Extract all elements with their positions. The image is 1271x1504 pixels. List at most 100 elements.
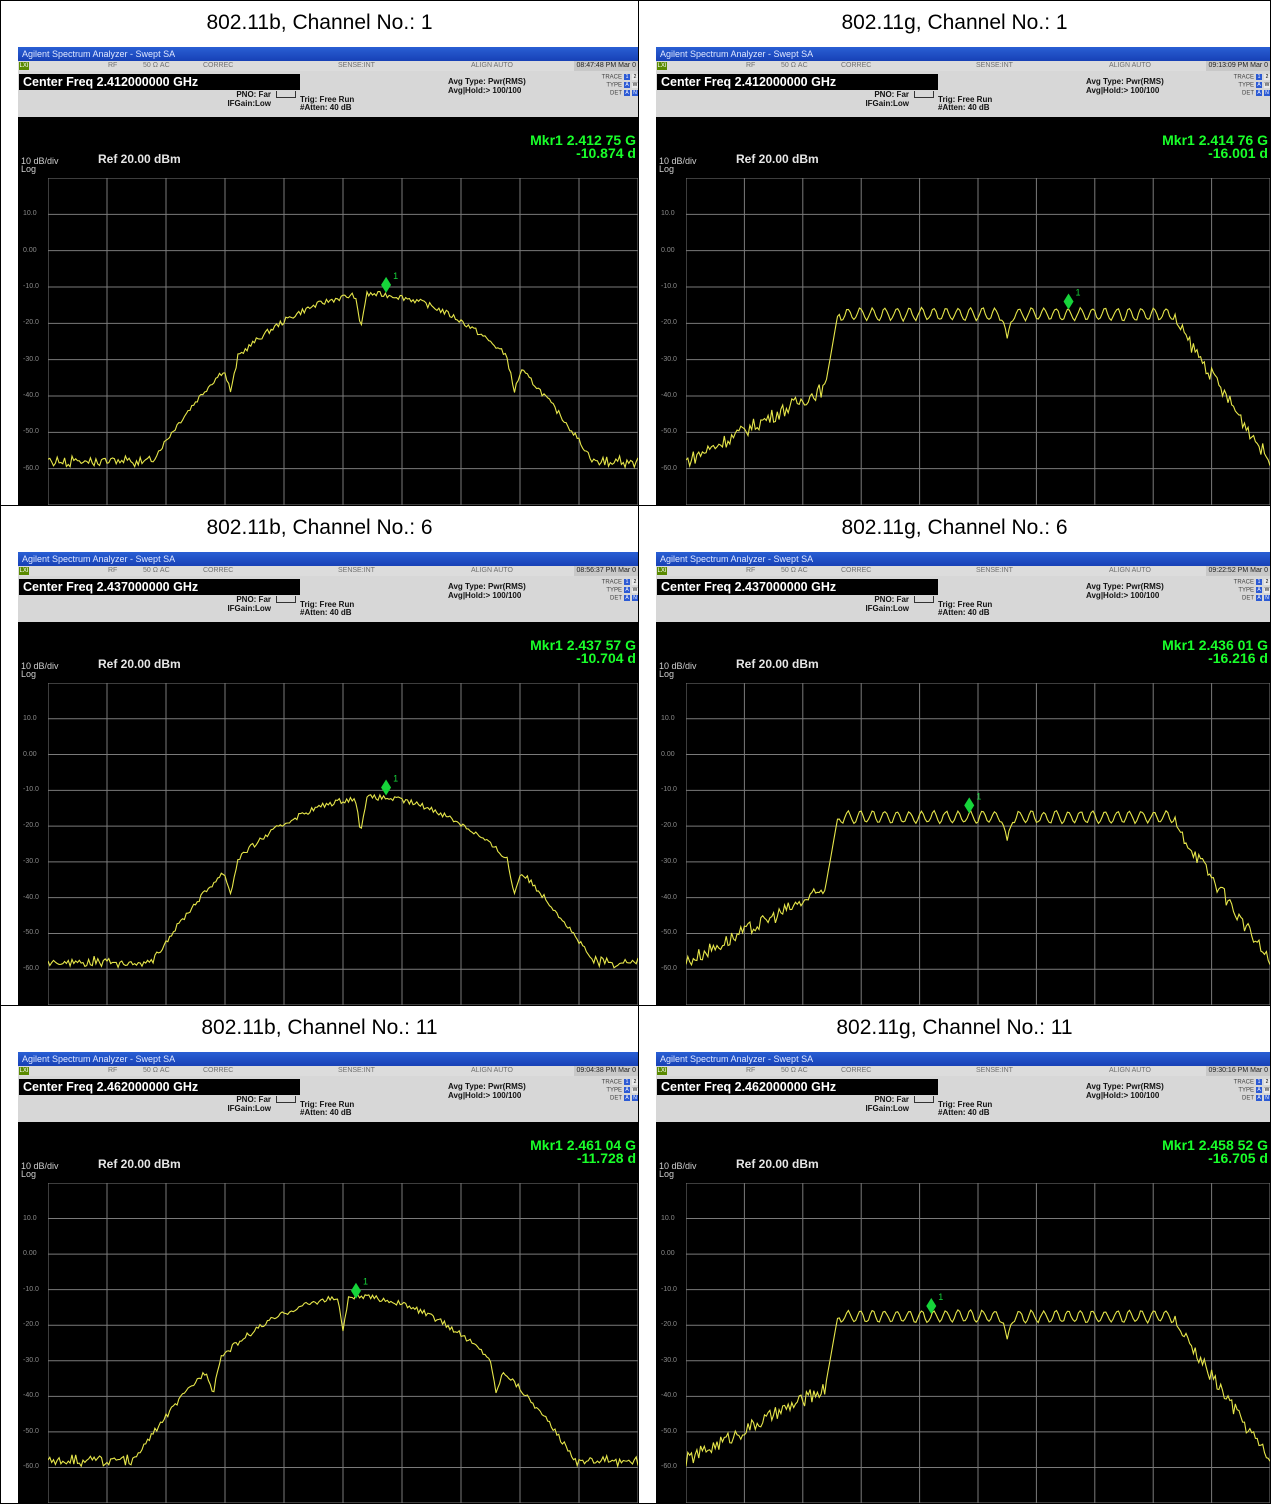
- status-ohm: 50 Ω AC: [143, 567, 170, 574]
- marker-diamond-icon[interactable]: [381, 779, 392, 796]
- plot-background: [18, 117, 638, 505]
- panel-title: 802.11b, Channel No.: 11: [201, 1016, 438, 1039]
- status-sense: SENSE:INT: [976, 1067, 1013, 1074]
- y-tick-label: -10.0: [23, 283, 39, 290]
- marker-diamond-icon[interactable]: [350, 1282, 361, 1299]
- info-bar: Center Freq 2.412000000 GHz PNO: Far IFG…: [656, 71, 1270, 117]
- app-title: Agilent Spectrum Analyzer - Swept SA: [22, 49, 176, 59]
- status-align: ALIGN AUTO: [471, 567, 513, 574]
- trace-indicator: TRACE 1 2 TYPE A W DET A N: [601, 1079, 638, 1102]
- y-tick-label: 0.00: [661, 246, 675, 254]
- marker-amp-readout: -10.874 d: [576, 145, 636, 161]
- status-rf: RF: [108, 567, 118, 574]
- det-label: DET: [610, 1095, 622, 1102]
- trace-label: TRACE: [1233, 579, 1254, 586]
- center-freq[interactable]: Center Freq 2.412000000 GHz: [19, 74, 300, 90]
- trace-label: TRACE: [1233, 74, 1254, 81]
- y-tick-label: -30.0: [23, 1356, 39, 1364]
- avg-type: Avg Type: Pwr(RMS): [1086, 1082, 1164, 1091]
- y-tick-label: -40.0: [23, 1392, 39, 1400]
- trig-label: Trig: Free Run: [300, 600, 355, 609]
- center-freq[interactable]: Center Freq 2.462000000 GHz: [19, 1079, 300, 1095]
- spectrum-trace: [48, 290, 638, 470]
- y-tick-label: 0.00: [23, 246, 37, 254]
- analyzer-screenshot: Agilent Spectrum Analyzer - Swept SA LXI…: [18, 1052, 638, 1503]
- y-tick-label: -40.0: [661, 1392, 677, 1400]
- scale-type: Log: [21, 669, 37, 679]
- y-tick-label: -50.0: [661, 929, 677, 937]
- marker-diamond-icon[interactable]: [964, 797, 975, 814]
- type-label: TYPE: [606, 587, 622, 594]
- type-label: TYPE: [1238, 82, 1254, 89]
- y-tick-label: -50.0: [23, 929, 39, 937]
- analyzer-screenshot: Agilent Spectrum Analyzer - Swept SA LXI…: [656, 552, 1270, 1005]
- y-tick-label: -50.0: [661, 428, 677, 436]
- app-titlebar: Agilent Spectrum Analyzer - Swept SA: [656, 47, 1270, 61]
- marker-diamond-icon[interactable]: [1063, 293, 1074, 310]
- y-tick-label: -30.0: [661, 355, 677, 363]
- marker-amp-readout: -16.001 d: [1208, 145, 1268, 161]
- trace-label: TRACE: [601, 74, 622, 81]
- panel-title: 802.11b, Channel No.: 6: [206, 516, 433, 539]
- scale-type: Log: [659, 1169, 675, 1179]
- marker-diamond-icon[interactable]: [381, 276, 392, 293]
- pno-label: PNO: Far: [874, 595, 909, 604]
- scale-label: 10 dB/div: [21, 156, 59, 166]
- status-ohm: 50 Ω AC: [781, 567, 808, 574]
- timestamp: 08:56:37 PM Mar 0: [574, 566, 638, 576]
- trig-label: Trig: Free Run: [300, 95, 355, 104]
- y-tick-label: -40.0: [661, 893, 677, 901]
- trace-label: TRACE: [601, 579, 622, 586]
- atten-label: #Atten: 40 dB: [300, 1108, 352, 1117]
- trace-indicator: TRACE 1 2 TYPE A W DET A N: [601, 579, 638, 602]
- type-label: TYPE: [1238, 1087, 1254, 1094]
- grid-lines: [48, 683, 638, 1005]
- center-freq[interactable]: Center Freq 2.437000000 GHz: [19, 579, 300, 595]
- spectrum-plot: 1: [686, 1183, 1270, 1503]
- timestamp: 09:30:16 PM Mar 0: [1206, 1066, 1270, 1076]
- plot-background: [18, 622, 638, 1005]
- center-freq[interactable]: Center Freq 2.462000000 GHz: [657, 1079, 938, 1095]
- ref-level: Ref 20.00 dBm: [736, 1157, 819, 1171]
- scale-type: Log: [21, 164, 37, 174]
- status-bar: LXI RF 50 Ω AC CORREC SENSE:INT ALIGN AU…: [18, 566, 638, 576]
- status-correc: CORREC: [841, 1067, 872, 1074]
- panel-g-ch6: 802.11g, Channel No.: 6 Agilent Spectrum…: [638, 505, 1271, 1006]
- ifgain-label: IFGain:Low: [227, 99, 271, 108]
- spectrum-plot: 1: [48, 683, 638, 1005]
- trig-icon: [276, 91, 296, 98]
- center-freq[interactable]: Center Freq 2.412000000 GHz: [657, 74, 938, 90]
- y-tick-label: -30.0: [661, 857, 677, 865]
- grid-lines: [686, 683, 1270, 1005]
- avg-hold: Avg|Hold:> 100/100: [1086, 591, 1160, 600]
- ref-level: Ref 20.00 dBm: [98, 1157, 181, 1171]
- scale-label: 10 dB/div: [659, 661, 697, 671]
- y-tick-label: -10.0: [23, 1285, 39, 1293]
- marker-amp-readout: -11.728 d: [576, 1150, 636, 1166]
- analyzer-screenshot: Agilent Spectrum Analyzer - Swept SA LXI…: [656, 47, 1270, 505]
- spectrum-trace: [48, 793, 638, 969]
- trig-icon: [914, 596, 934, 603]
- trig-label: Trig: Free Run: [938, 600, 993, 609]
- center-freq[interactable]: Center Freq 2.437000000 GHz: [657, 579, 938, 595]
- marker-number: 1: [393, 773, 398, 783]
- status-rf: RF: [746, 1067, 756, 1074]
- ifgain-label: IFGain:Low: [865, 1104, 909, 1113]
- ref-level: Ref 20.00 dBm: [736, 152, 819, 166]
- app-titlebar: Agilent Spectrum Analyzer - Swept SA: [18, 552, 638, 566]
- marker-amp-readout: -16.216 d: [1208, 650, 1268, 666]
- y-tick-label: -60.0: [661, 464, 677, 472]
- status-correc: CORREC: [203, 1067, 234, 1074]
- status-align: ALIGN AUTO: [1109, 567, 1151, 574]
- timestamp: 09:04:38 PM Mar 0: [574, 1066, 638, 1076]
- panel-g-ch11: 802.11g, Channel No.: 11 Agilent Spectru…: [638, 1005, 1271, 1504]
- marker-diamond-icon[interactable]: [926, 1298, 937, 1315]
- status-sense: SENSE:INT: [338, 567, 375, 574]
- y-tick-label: -60.0: [661, 1463, 677, 1471]
- marker-freq-readout: Mkr1 2.437 57 G: [530, 637, 636, 653]
- y-tick-label: -10.0: [661, 786, 677, 794]
- y-tick-label: -20.0: [23, 319, 39, 327]
- marker-freq-readout: Mkr1 2.436 01 G: [1162, 637, 1268, 653]
- y-tick-label: -30.0: [23, 857, 39, 865]
- spectrum-plot: 1: [48, 178, 638, 505]
